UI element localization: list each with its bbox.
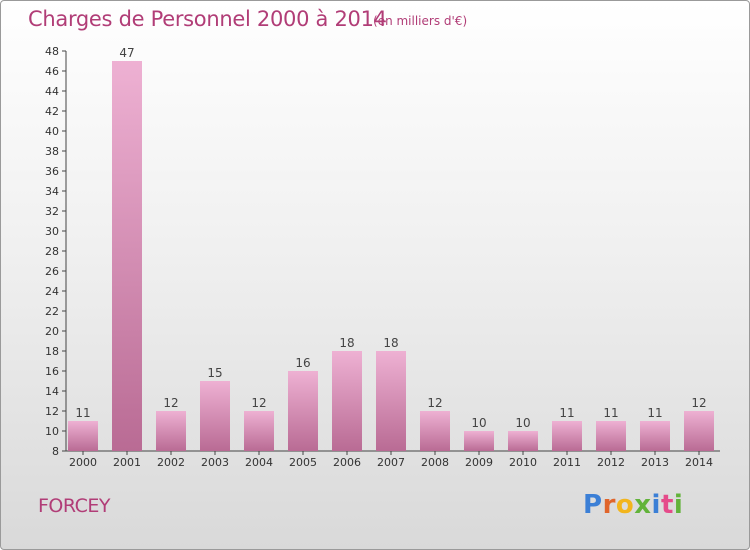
bar-2006 bbox=[332, 351, 362, 451]
x-tick-label-2012: 2012 bbox=[597, 456, 625, 469]
data-label-2012: 11 bbox=[603, 406, 618, 420]
logo-letter: r bbox=[602, 490, 616, 520]
data-label-2010: 10 bbox=[515, 416, 530, 430]
logo-letter: P bbox=[583, 490, 603, 520]
x-tick-label-2011: 2011 bbox=[553, 456, 581, 469]
y-tick-label: 32 bbox=[45, 205, 59, 218]
bar-2013 bbox=[640, 421, 670, 451]
data-labels: 11 47 12 15 12 16 18 18 12 10 10 11 11 11 12 bbox=[75, 46, 706, 430]
y-tick-label: 38 bbox=[45, 145, 59, 158]
y-tick-label: 16 bbox=[45, 365, 59, 378]
logo-letter: t bbox=[660, 490, 674, 520]
bar-2014 bbox=[684, 411, 714, 451]
logo-letter: o bbox=[615, 490, 635, 520]
y-tick-label: 46 bbox=[45, 65, 59, 78]
bar-2012 bbox=[596, 421, 626, 451]
logo-letter: i bbox=[651, 490, 661, 520]
bar-series bbox=[68, 61, 714, 451]
y-tick-label: 14 bbox=[45, 385, 59, 398]
y-tick-label: 44 bbox=[45, 85, 59, 98]
x-tick-label-2009: 2009 bbox=[465, 456, 493, 469]
data-label-2001: 47 bbox=[119, 46, 134, 60]
y-tick-label: 18 bbox=[45, 345, 59, 358]
y-tick-label: 28 bbox=[45, 245, 59, 258]
data-label-2009: 10 bbox=[471, 416, 486, 430]
x-tick-label-2004: 2004 bbox=[245, 456, 273, 469]
x-tick-label-2002: 2002 bbox=[157, 456, 185, 469]
x-tick-label-2008: 2008 bbox=[421, 456, 449, 469]
data-label-2004: 12 bbox=[251, 396, 266, 410]
data-label-2007: 18 bbox=[383, 336, 398, 350]
data-label-2005: 16 bbox=[295, 356, 310, 370]
y-tick-label: 12 bbox=[45, 405, 59, 418]
y-tick-label: 22 bbox=[45, 305, 59, 318]
x-tick-label-2005: 2005 bbox=[289, 456, 317, 469]
x-tick-label-2001: 2001 bbox=[113, 456, 141, 469]
y-tick-label: 42 bbox=[45, 105, 59, 118]
data-label-2013: 11 bbox=[647, 406, 662, 420]
x-tick-label-2000: 2000 bbox=[69, 456, 97, 469]
logo-letter: x bbox=[634, 490, 652, 520]
x-tick-label-2014: 2014 bbox=[685, 456, 713, 469]
y-tick-label: 48 bbox=[45, 45, 59, 58]
bar-2004 bbox=[244, 411, 274, 451]
data-label-2008: 12 bbox=[427, 396, 442, 410]
data-label-2000: 11 bbox=[75, 406, 90, 420]
data-label-2003: 15 bbox=[207, 366, 222, 380]
x-tick-label-2010: 2010 bbox=[509, 456, 537, 469]
y-tick-label: 34 bbox=[45, 185, 59, 198]
y-tick-label: 26 bbox=[45, 265, 59, 278]
bar-2010 bbox=[508, 431, 538, 451]
bar-2009 bbox=[464, 431, 494, 451]
chart-title: Charges de Personnel 2000 à 2014 bbox=[28, 7, 387, 31]
y-tick-label: 36 bbox=[45, 165, 59, 178]
x-axis: 2000 2001 2002 2003 2004 2005 2006 2007 2008 2009… bbox=[66, 450, 720, 469]
bar-2007 bbox=[376, 351, 406, 451]
data-label-2011: 11 bbox=[559, 406, 574, 420]
bar-2011 bbox=[552, 421, 582, 451]
x-tick-label-2006: 2006 bbox=[333, 456, 361, 469]
data-label-2014: 12 bbox=[691, 396, 706, 410]
proxiti-logo[interactable]: Proxiti bbox=[583, 490, 683, 520]
bar-2005 bbox=[288, 371, 318, 451]
data-label-2006: 18 bbox=[339, 336, 354, 350]
logo-letter: i bbox=[673, 490, 684, 520]
y-tick-label: 8 bbox=[52, 445, 59, 458]
y-tick-label: 10 bbox=[45, 425, 59, 438]
x-tick-label-2003: 2003 bbox=[201, 456, 229, 469]
y-tick-label: 30 bbox=[45, 225, 59, 238]
chart-subtitle: (en milliers d'€) bbox=[373, 14, 468, 28]
bar-2008 bbox=[420, 411, 450, 451]
bar-2001 bbox=[112, 61, 142, 451]
x-tick-label-2013: 2013 bbox=[641, 456, 669, 469]
y-tick-label: 20 bbox=[45, 325, 59, 338]
y-tick-label: 40 bbox=[45, 125, 59, 138]
commune-name: FORCEY bbox=[38, 495, 111, 517]
bar-2003 bbox=[200, 381, 230, 451]
bar-2002 bbox=[156, 411, 186, 451]
y-tick-label: 24 bbox=[45, 285, 59, 298]
data-label-2002: 12 bbox=[163, 396, 178, 410]
y-axis: 8 10 12 14 16 18 20 22 24 26 28 30 32 34 36 38 40 42 44 46 4… bbox=[45, 45, 67, 458]
bar-2000 bbox=[68, 421, 98, 451]
x-tick-label-2007: 2007 bbox=[377, 456, 405, 469]
